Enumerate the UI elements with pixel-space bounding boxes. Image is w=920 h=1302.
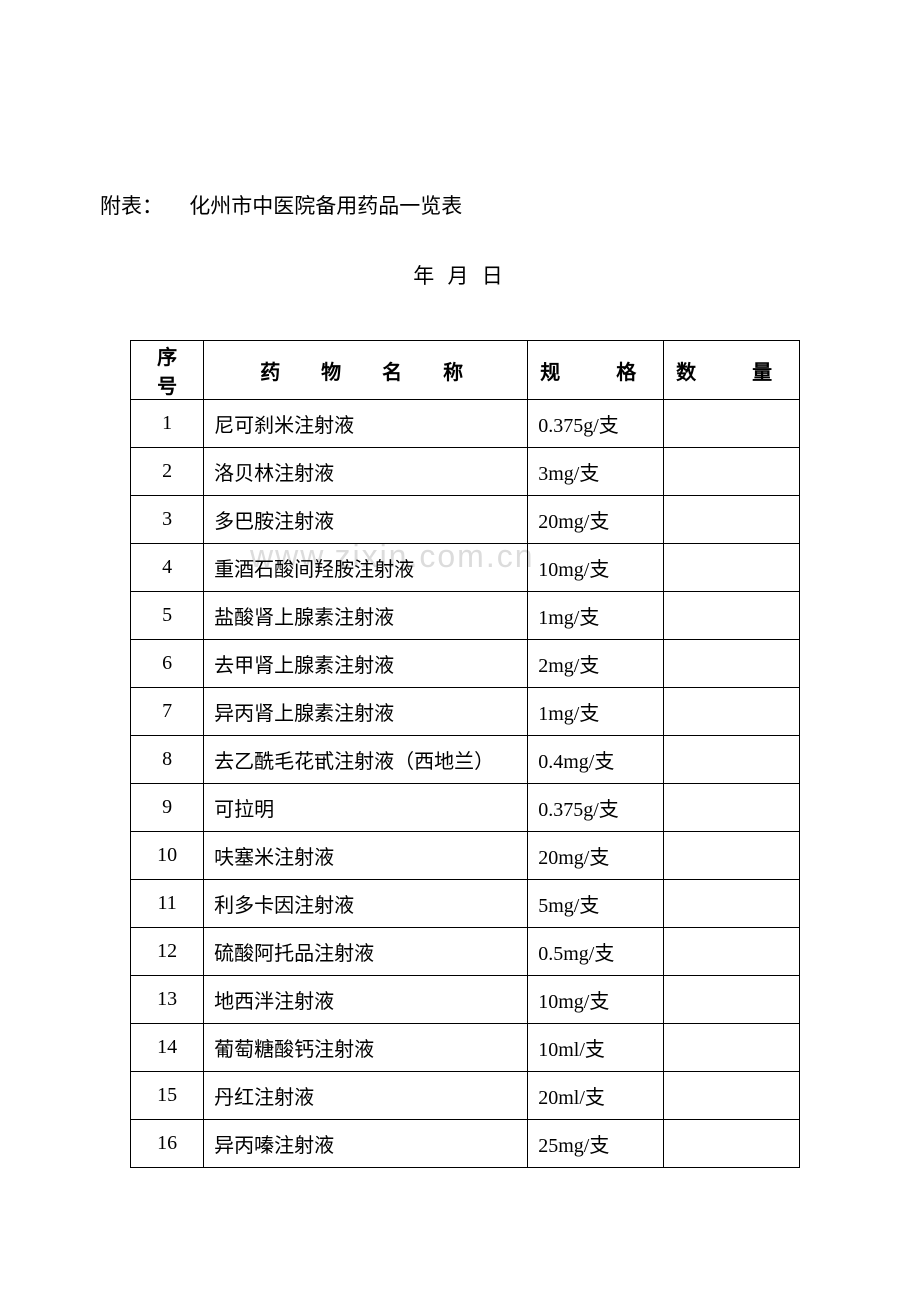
cell-seq: 7	[131, 688, 204, 736]
cell-seq: 16	[131, 1120, 204, 1168]
cell-qty	[664, 1120, 800, 1168]
table-row: 4重酒石酸间羟胺注射液10mg/支	[131, 544, 800, 592]
cell-name: 葡萄糖酸钙注射液	[204, 1024, 528, 1072]
medicine-table: 序 号 药 物 名 称 规格 数量 1尼可刹米注射液0.375g/支2洛贝林注射…	[130, 340, 800, 1168]
table-row: 1尼可刹米注射液0.375g/支	[131, 400, 800, 448]
table-row: 5盐酸肾上腺素注射液1mg/支	[131, 592, 800, 640]
cell-name: 可拉明	[204, 784, 528, 832]
cell-seq: 12	[131, 928, 204, 976]
cell-qty	[664, 736, 800, 784]
cell-qty	[664, 640, 800, 688]
table-row: 12硫酸阿托品注射液0.5mg/支	[131, 928, 800, 976]
cell-name: 尼可刹米注射液	[204, 400, 528, 448]
cell-seq: 1	[131, 400, 204, 448]
table-row: 11利多卡因注射液5mg/支	[131, 880, 800, 928]
cell-spec: 3mg/支	[528, 448, 664, 496]
table-row: 7异丙肾上腺素注射液1mg/支	[131, 688, 800, 736]
cell-qty	[664, 976, 800, 1024]
cell-qty	[664, 592, 800, 640]
table-row: 16异丙嗪注射液25mg/支	[131, 1120, 800, 1168]
table-row: 3多巴胺注射液20mg/支	[131, 496, 800, 544]
table-row: 2洛贝林注射液3mg/支	[131, 448, 800, 496]
header-qty: 数量	[664, 341, 800, 400]
table-header-row: 序 号 药 物 名 称 规格 数量	[131, 341, 800, 400]
cell-seq: 6	[131, 640, 204, 688]
cell-seq: 3	[131, 496, 204, 544]
cell-name: 丹红注射液	[204, 1072, 528, 1120]
cell-seq: 14	[131, 1024, 204, 1072]
cell-seq: 2	[131, 448, 204, 496]
cell-spec: 1mg/支	[528, 688, 664, 736]
cell-spec: 20ml/支	[528, 1072, 664, 1120]
cell-name: 地西泮注射液	[204, 976, 528, 1024]
header-name: 药 物 名 称	[204, 341, 528, 400]
cell-seq: 15	[131, 1072, 204, 1120]
cell-seq: 9	[131, 784, 204, 832]
header-prefix: 附表：	[100, 194, 163, 218]
cell-spec: 2mg/支	[528, 640, 664, 688]
cell-spec: 1mg/支	[528, 592, 664, 640]
cell-qty	[664, 400, 800, 448]
header-title: 化州市中医院备用药品一览表	[189, 194, 462, 218]
cell-name: 多巴胺注射液	[204, 496, 528, 544]
cell-qty	[664, 880, 800, 928]
cell-seq: 10	[131, 832, 204, 880]
cell-name: 去乙酰毛花甙注射液（西地兰）	[204, 736, 528, 784]
cell-spec: 5mg/支	[528, 880, 664, 928]
cell-spec: 0.4mg/支	[528, 736, 664, 784]
cell-qty	[664, 1024, 800, 1072]
cell-name: 硫酸阿托品注射液	[204, 928, 528, 976]
cell-qty	[664, 496, 800, 544]
cell-qty	[664, 832, 800, 880]
header-seq: 序 号	[131, 341, 204, 400]
cell-name: 异丙肾上腺素注射液	[204, 688, 528, 736]
table-row: 10呋塞米注射液20mg/支	[131, 832, 800, 880]
cell-seq: 8	[131, 736, 204, 784]
cell-qty	[664, 1072, 800, 1120]
table-row: 13地西泮注射液10mg/支	[131, 976, 800, 1024]
cell-seq: 5	[131, 592, 204, 640]
cell-seq: 4	[131, 544, 204, 592]
date-line: 年 月 日	[100, 260, 820, 290]
cell-qty	[664, 928, 800, 976]
cell-name: 盐酸肾上腺素注射液	[204, 592, 528, 640]
cell-spec: 10mg/支	[528, 976, 664, 1024]
cell-spec: 25mg/支	[528, 1120, 664, 1168]
table-row: 14葡萄糖酸钙注射液10ml/支	[131, 1024, 800, 1072]
cell-name: 呋塞米注射液	[204, 832, 528, 880]
document-header: 附表： 化州市中医院备用药品一览表	[100, 190, 820, 220]
cell-qty	[664, 544, 800, 592]
table-row: 8去乙酰毛花甙注射液（西地兰）0.4mg/支	[131, 736, 800, 784]
cell-spec: 0.375g/支	[528, 400, 664, 448]
cell-seq: 11	[131, 880, 204, 928]
cell-spec: 10mg/支	[528, 544, 664, 592]
table-row: 9可拉明0.375g/支	[131, 784, 800, 832]
cell-name: 洛贝林注射液	[204, 448, 528, 496]
cell-qty	[664, 448, 800, 496]
cell-spec: 20mg/支	[528, 832, 664, 880]
header-spec: 规格	[528, 341, 664, 400]
cell-name: 去甲肾上腺素注射液	[204, 640, 528, 688]
cell-name: 异丙嗪注射液	[204, 1120, 528, 1168]
cell-name: 重酒石酸间羟胺注射液	[204, 544, 528, 592]
medicine-table-container: 序 号 药 物 名 称 规格 数量 1尼可刹米注射液0.375g/支2洛贝林注射…	[130, 340, 820, 1168]
cell-qty	[664, 688, 800, 736]
cell-spec: 0.5mg/支	[528, 928, 664, 976]
cell-name: 利多卡因注射液	[204, 880, 528, 928]
cell-seq: 13	[131, 976, 204, 1024]
table-row: 6去甲肾上腺素注射液2mg/支	[131, 640, 800, 688]
cell-qty	[664, 784, 800, 832]
cell-spec: 20mg/支	[528, 496, 664, 544]
cell-spec: 10ml/支	[528, 1024, 664, 1072]
cell-spec: 0.375g/支	[528, 784, 664, 832]
table-row: 15丹红注射液20ml/支	[131, 1072, 800, 1120]
table-body: 1尼可刹米注射液0.375g/支2洛贝林注射液3mg/支3多巴胺注射液20mg/…	[131, 400, 800, 1168]
